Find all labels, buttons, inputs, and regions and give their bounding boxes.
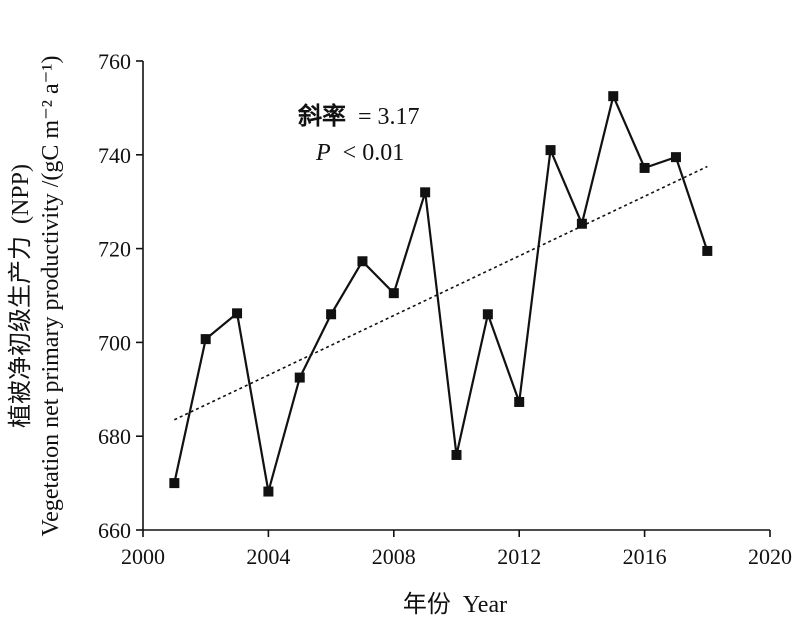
x-axis-title-cn: 年份 xyxy=(403,591,451,618)
markers-group xyxy=(169,91,713,497)
x-tick-label: 2020 xyxy=(748,544,792,569)
x-axis-title: 年份 Year xyxy=(403,591,507,618)
data-point-marker xyxy=(702,245,713,256)
y-axis-title-cn: 植被净初级生产力 xyxy=(7,236,34,428)
data-point-marker xyxy=(294,372,305,383)
data-point-marker xyxy=(169,478,180,489)
y-tick-label: 720 xyxy=(98,237,131,262)
data-point-marker xyxy=(232,308,243,319)
p-annotation: P < 0.01 xyxy=(315,140,404,166)
slope-label: 斜率 xyxy=(297,102,346,130)
p-symbol: P xyxy=(315,140,331,166)
svg-text:植被净初级生产力 (NPP): 植被净初级生产力 (NPP) xyxy=(7,164,34,428)
data-point-marker xyxy=(608,91,619,102)
data-point-marker xyxy=(420,187,431,198)
series-line xyxy=(173,92,709,492)
data-point-marker xyxy=(326,309,337,320)
data-point-marker xyxy=(482,309,493,320)
data-point-marker xyxy=(263,486,274,497)
x-tick-label: 2016 xyxy=(623,544,667,569)
data-point-marker xyxy=(514,396,525,407)
data-point-marker xyxy=(545,145,556,156)
svg-text:Vegetation net primary product: Vegetation net primary productivity /(gC… xyxy=(38,56,64,537)
data-point-marker xyxy=(388,288,399,299)
x-axis-ticks: 2000 2004 2008 2012 2016 2020 xyxy=(121,530,792,569)
data-point-marker xyxy=(576,218,587,229)
slope-annotation: 斜率 = 3.17 xyxy=(297,102,420,130)
y-axis-title: 植被净初级生产力 (NPP) Vegetation net primary pr… xyxy=(7,56,64,537)
trendline-group xyxy=(174,165,708,421)
y-tick-label: 700 xyxy=(98,330,131,355)
slope-value: = 3.17 xyxy=(358,104,420,130)
data-point-marker xyxy=(200,334,211,345)
axes xyxy=(142,61,770,531)
y-axis-title-unit: /(gC m⁻² a⁻¹) xyxy=(38,56,64,188)
y-axis-ticks: 660 680 700 720 740 760 xyxy=(98,49,143,543)
x-tick-label: 2004 xyxy=(246,544,290,569)
y-tick-label: 760 xyxy=(98,49,131,74)
data-point-marker xyxy=(357,256,368,267)
y-tick-label: 680 xyxy=(98,424,131,449)
data-point-marker xyxy=(670,152,681,163)
y-axis-title-en: Vegetation net primary productivity xyxy=(38,193,64,536)
y-tick-label: 740 xyxy=(98,143,131,168)
y-tick-label: 660 xyxy=(98,518,131,543)
series-group xyxy=(173,92,709,492)
data-point-marker xyxy=(451,449,462,460)
x-tick-label: 2000 xyxy=(121,544,165,569)
trendline xyxy=(174,165,708,421)
x-tick-label: 2008 xyxy=(372,544,416,569)
p-value: < 0.01 xyxy=(343,140,405,166)
x-tick-label: 2012 xyxy=(497,544,541,569)
data-point-marker xyxy=(639,162,650,173)
y-axis-title-abbr: (NPP) xyxy=(8,164,34,224)
x-axis-title-en: Year xyxy=(463,592,507,618)
